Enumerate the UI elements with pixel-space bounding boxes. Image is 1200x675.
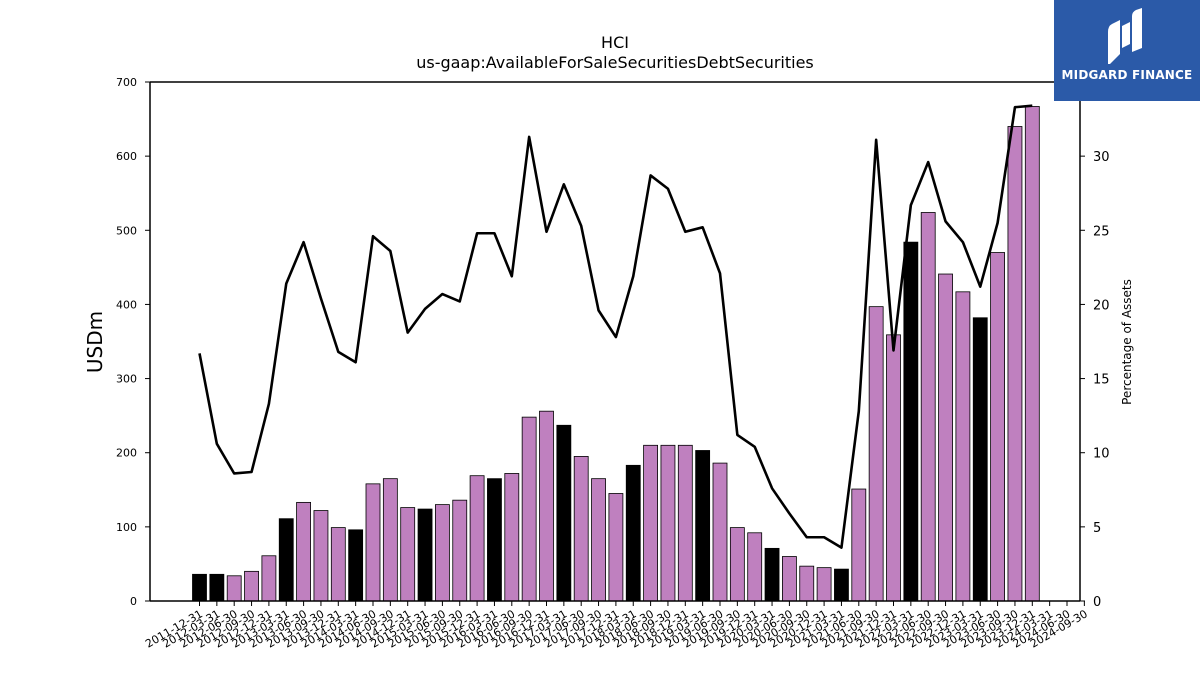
bar: [1024, 106, 1040, 602]
bar: [591, 478, 606, 602]
y-tick-label-left: 200: [116, 447, 137, 460]
bar: [747, 532, 763, 602]
bar: [244, 570, 259, 602]
bar: [712, 462, 728, 602]
bar: [903, 241, 919, 602]
bar: [348, 529, 364, 602]
y-tick-label-right: 20: [1093, 298, 1110, 313]
y-tick-label-left: 500: [116, 224, 137, 237]
bar: [556, 424, 572, 602]
bar: [573, 456, 589, 602]
bar: [313, 510, 329, 602]
y-tick-label-left: 400: [116, 298, 137, 311]
bar: [382, 478, 398, 602]
bar: [400, 507, 416, 602]
y-tick-label-left: 0: [130, 595, 137, 608]
bar: [764, 547, 780, 602]
bar: [487, 478, 502, 602]
y-tick-label-left: 300: [116, 373, 137, 386]
bar: [539, 410, 554, 602]
percentage-line: [198, 104, 1033, 549]
bar: [868, 306, 884, 602]
bar: [434, 504, 450, 602]
bar: [972, 317, 988, 602]
bar: [782, 556, 797, 602]
bar: [677, 444, 693, 602]
bar: [955, 291, 971, 602]
logo-mark-icon: [1108, 8, 1142, 64]
bar: [625, 464, 641, 602]
y-tick-label-right: 0: [1093, 595, 1101, 610]
bar: [504, 473, 520, 602]
bar: [816, 567, 832, 602]
bar: [296, 501, 312, 602]
y-tick-label-right: 5: [1093, 521, 1101, 536]
bar: [192, 573, 207, 602]
y-tick-label-left: 600: [116, 150, 137, 163]
bar: [851, 488, 867, 602]
bar: [1007, 126, 1023, 602]
bar: [469, 475, 485, 602]
bar: [920, 212, 936, 602]
bar: [834, 568, 849, 602]
bar: [209, 573, 225, 602]
bar: [799, 565, 815, 602]
y-tick-label-right: 25: [1093, 224, 1110, 239]
y-tick-label-left: 100: [116, 521, 137, 534]
y-axis-label-left: USDm: [83, 311, 107, 373]
bar: [452, 499, 468, 602]
y-tick-label-right: 10: [1093, 447, 1110, 462]
bar: [695, 450, 711, 602]
bar: [330, 527, 346, 602]
bar: [938, 273, 953, 602]
bar: [729, 527, 745, 602]
bar: [417, 508, 433, 602]
y-axis-label-right: Percentage of Assets: [1120, 279, 1134, 405]
logo-text: MIDGARD FINANCE: [1061, 68, 1193, 82]
bar: [643, 444, 658, 602]
bar: [261, 555, 277, 602]
bar: [990, 252, 1005, 602]
bar: [886, 334, 901, 602]
bar: [226, 575, 242, 602]
bar: [660, 444, 676, 602]
bar: [278, 518, 294, 602]
y-tick-label-left: 700: [116, 76, 137, 89]
chart-subtitle: us-gaap:AvailableForSaleSecuritiesDebtSe…: [416, 53, 814, 72]
y-tick-label-right: 30: [1093, 150, 1110, 165]
bar: [608, 493, 624, 602]
bar: [521, 416, 537, 602]
chart-title: HCI: [601, 33, 629, 52]
brand-logo: MIDGARD FINANCE: [1054, 0, 1200, 101]
y-tick-label-right: 15: [1093, 373, 1110, 388]
bar: [365, 483, 381, 602]
